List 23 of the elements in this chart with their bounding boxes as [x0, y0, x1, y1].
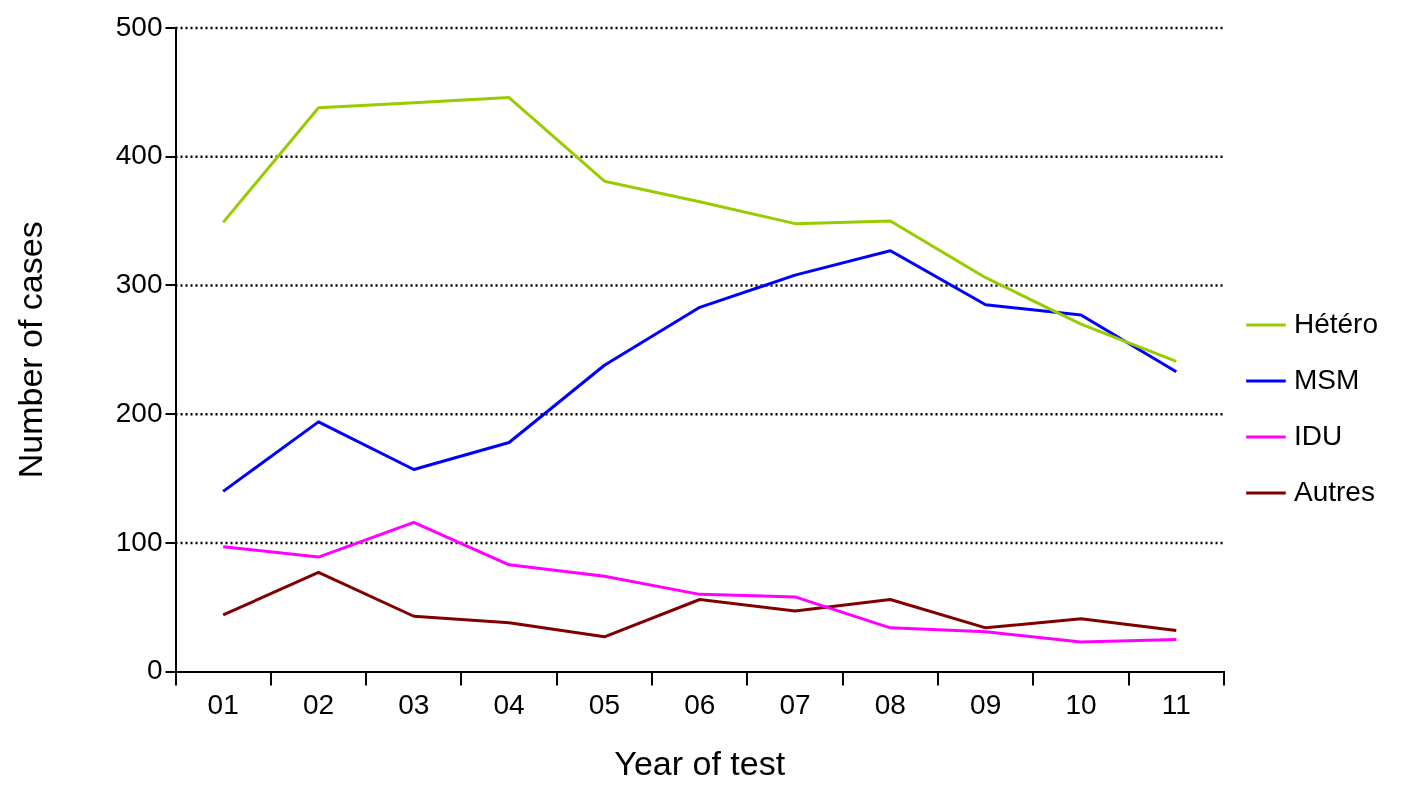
y-axis-title: Number of cases — [10, 221, 49, 479]
x-tick-label: 05 — [588, 689, 620, 721]
y-tick-label: 0 — [146, 654, 163, 686]
x-tick-label: 03 — [398, 689, 430, 721]
y-tick-label: 100 — [115, 525, 163, 557]
y-tick-label: 400 — [115, 139, 163, 171]
x-tick-label: 08 — [874, 689, 906, 721]
x-tick-label: 02 — [302, 689, 335, 721]
legend-label: MSM — [1293, 363, 1360, 395]
legend-label: Hétéro — [1293, 307, 1379, 339]
y-tick-label: 200 — [115, 396, 163, 428]
legend-label: IDU — [1293, 419, 1343, 451]
x-axis-title: Year of test — [614, 743, 786, 782]
x-tick-label: 11 — [1161, 689, 1191, 721]
x-tick-label: 04 — [493, 689, 525, 721]
x-tick-label: 07 — [779, 689, 811, 721]
x-tick-label: 09 — [970, 689, 1002, 721]
x-tick-label: 10 — [1065, 689, 1097, 721]
x-tick-label: 01 — [207, 689, 239, 721]
y-tick-label: 300 — [115, 268, 163, 300]
y-tick-label: 500 — [115, 10, 163, 42]
x-tick-label: 06 — [684, 689, 716, 721]
legend-label: Autres — [1293, 475, 1375, 507]
